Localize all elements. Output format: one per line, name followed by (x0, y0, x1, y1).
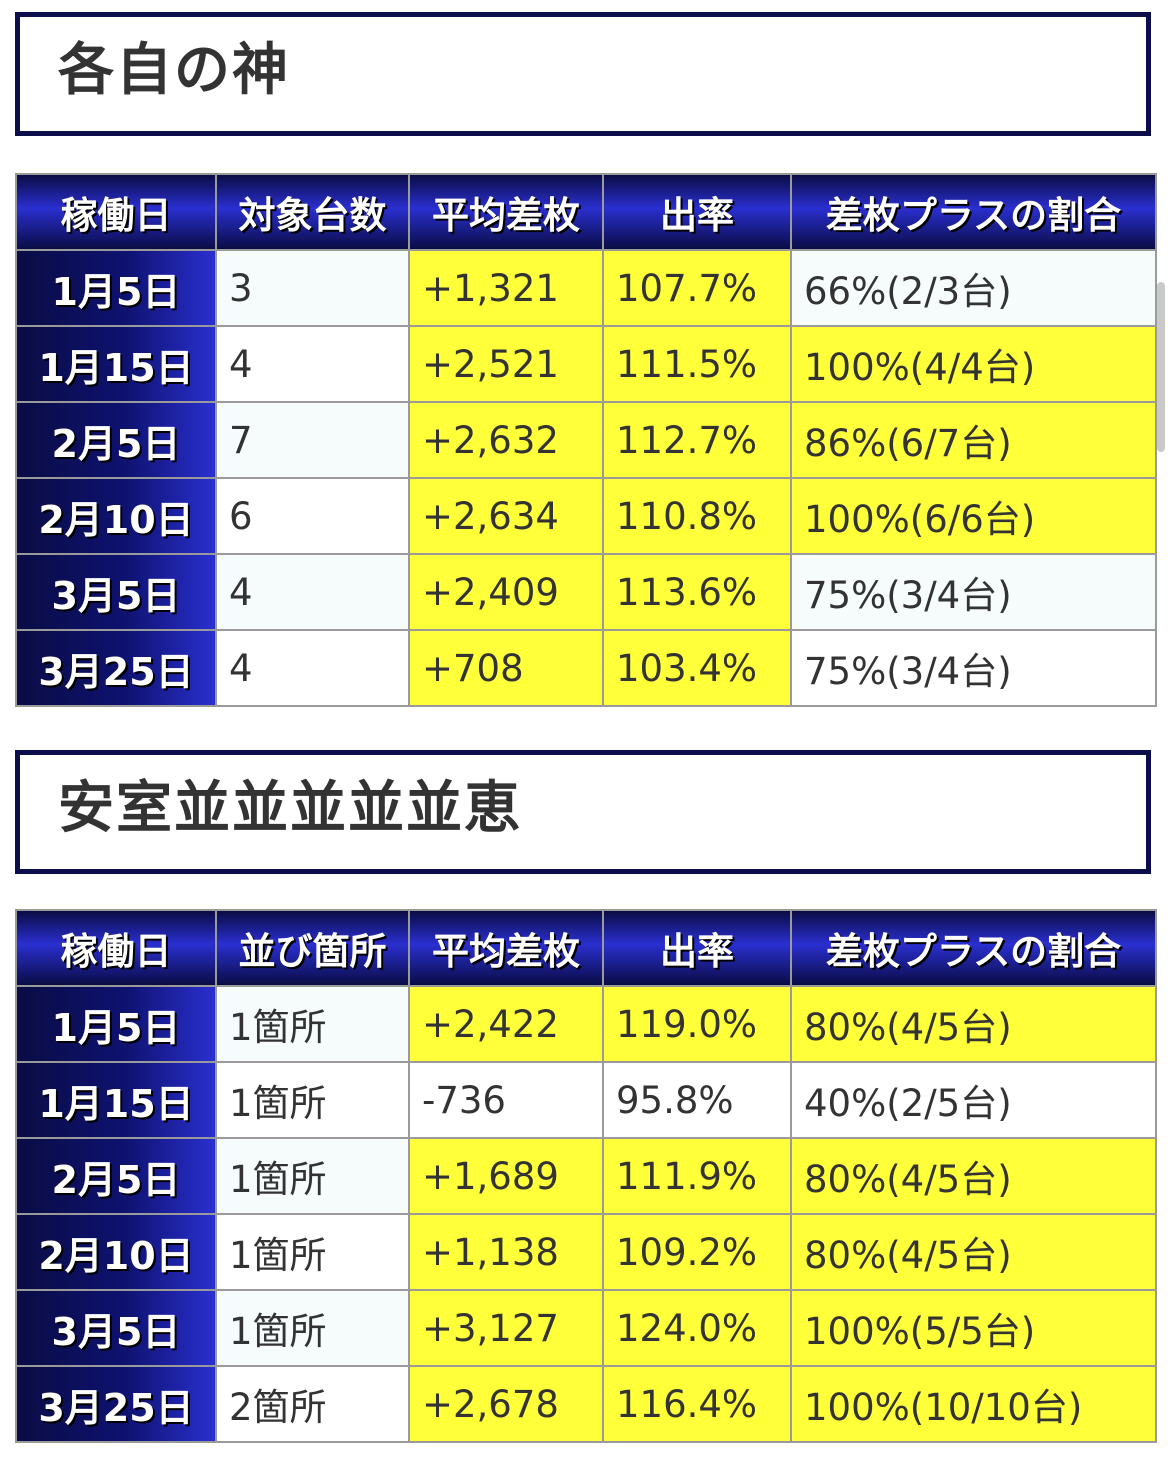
row-date: 3月5日 (15, 1289, 217, 1367)
cell-avg-diff: +3,127 (408, 1289, 604, 1367)
cell-payout-rate: 113.6% (602, 553, 792, 631)
cell-plus-ratio: 100%(10/10台) (790, 1365, 1157, 1443)
row-date: 1月5日 (15, 985, 217, 1063)
header-count: 対象台数 (215, 173, 410, 251)
cell-plus-ratio: 100%(4/4台) (790, 325, 1157, 403)
cell-spots: 1箇所 (215, 1289, 410, 1367)
cell-count: 3 (215, 249, 410, 327)
header-payout-rate: 出率 (602, 909, 792, 987)
cell-avg-diff: +2,634 (408, 477, 604, 555)
cell-count: 4 (215, 325, 410, 403)
table-header-row: 稼働日 対象台数 平均差枚 出率 差枚プラスの割合 (15, 173, 1157, 251)
table-row: 2月5日 1箇所 +1,689 111.9% 80%(4/5台) (15, 1137, 1157, 1215)
cell-payout-rate: 110.8% (602, 477, 792, 555)
table-row: 2月10日 6 +2,634 110.8% 100%(6/6台) (15, 477, 1157, 555)
row-date: 2月10日 (15, 477, 217, 555)
cell-avg-diff: +2,632 (408, 401, 604, 479)
table-row: 1月15日 1箇所 -736 95.8% 40%(2/5台) (15, 1061, 1157, 1139)
table-row: 3月25日 2箇所 +2,678 116.4% 100%(10/10台) (15, 1365, 1157, 1443)
cell-avg-diff: +2,409 (408, 553, 604, 631)
results-table: 稼働日 並び箇所 平均差枚 出率 差枚プラスの割合 1月5日 1箇所 +2,42… (15, 909, 1157, 1443)
header-payout-rate: 出率 (602, 173, 792, 251)
header-date: 稼働日 (15, 173, 217, 251)
row-date: 3月5日 (15, 553, 217, 631)
row-date: 3月25日 (15, 1365, 217, 1443)
header-avg-diff: 平均差枚 (408, 173, 604, 251)
section-title-box: 安室並並並並並恵 (15, 750, 1151, 874)
cell-plus-ratio: 80%(4/5台) (790, 1137, 1157, 1215)
cell-plus-ratio: 100%(6/6台) (790, 477, 1157, 555)
cell-payout-rate: 107.7% (602, 249, 792, 327)
row-date: 1月15日 (15, 325, 217, 403)
header-plus-ratio: 差枚プラスの割合 (790, 173, 1157, 251)
cell-avg-diff: +1,689 (408, 1137, 604, 1215)
table-row: 3月5日 1箇所 +3,127 124.0% 100%(5/5台) (15, 1289, 1157, 1367)
cell-spots: 1箇所 (215, 1213, 410, 1291)
cell-payout-rate: 103.4% (602, 629, 792, 707)
cell-payout-rate: 119.0% (602, 985, 792, 1063)
cell-count: 6 (215, 477, 410, 555)
cell-payout-rate: 111.9% (602, 1137, 792, 1215)
header-spots: 並び箇所 (215, 909, 410, 987)
table-row: 1月5日 1箇所 +2,422 119.0% 80%(4/5台) (15, 985, 1157, 1063)
table-row: 3月25日 4 +708 103.4% 75%(3/4台) (15, 629, 1157, 707)
cell-payout-rate: 109.2% (602, 1213, 792, 1291)
cell-count: 4 (215, 629, 410, 707)
row-date: 2月5日 (15, 401, 217, 479)
cell-payout-rate: 124.0% (602, 1289, 792, 1367)
cell-avg-diff: +1,138 (408, 1213, 604, 1291)
table-row: 2月10日 1箇所 +1,138 109.2% 80%(4/5台) (15, 1213, 1157, 1291)
table-row: 1月15日 4 +2,521 111.5% 100%(4/4台) (15, 325, 1157, 403)
header-avg-diff: 平均差枚 (408, 909, 604, 987)
cell-avg-diff: +708 (408, 629, 604, 707)
cell-plus-ratio: 66%(2/3台) (790, 249, 1157, 327)
scrollbar-thumb[interactable] (1157, 282, 1165, 452)
cell-spots: 2箇所 (215, 1365, 410, 1443)
row-date: 2月10日 (15, 1213, 217, 1291)
cell-avg-diff: -736 (408, 1061, 604, 1139)
cell-payout-rate: 95.8% (602, 1061, 792, 1139)
cell-plus-ratio: 100%(5/5台) (790, 1289, 1157, 1367)
cell-spots: 1箇所 (215, 1061, 410, 1139)
cell-payout-rate: 116.4% (602, 1365, 792, 1443)
cell-spots: 1箇所 (215, 985, 410, 1063)
row-date: 1月15日 (15, 1061, 217, 1139)
cell-avg-diff: +1,321 (408, 249, 604, 327)
cell-count: 4 (215, 553, 410, 631)
cell-plus-ratio: 86%(6/7台) (790, 401, 1157, 479)
table-row: 1月5日 3 +1,321 107.7% 66%(2/3台) (15, 249, 1157, 327)
table-row: 2月5日 7 +2,632 112.7% 86%(6/7台) (15, 401, 1157, 479)
cell-avg-diff: +2,678 (408, 1365, 604, 1443)
cell-payout-rate: 112.7% (602, 401, 792, 479)
cell-plus-ratio: 80%(4/5台) (790, 985, 1157, 1063)
cell-avg-diff: +2,422 (408, 985, 604, 1063)
header-plus-ratio: 差枚プラスの割合 (790, 909, 1157, 987)
section-title: 各自の神 (58, 38, 290, 103)
row-date: 3月25日 (15, 629, 217, 707)
results-table: 稼働日 対象台数 平均差枚 出率 差枚プラスの割合 1月5日 3 +1,321 … (15, 173, 1157, 707)
cell-plus-ratio: 40%(2/5台) (790, 1061, 1157, 1139)
cell-spots: 1箇所 (215, 1137, 410, 1215)
cell-plus-ratio: 75%(3/4台) (790, 553, 1157, 631)
table-header-row: 稼働日 並び箇所 平均差枚 出率 差枚プラスの割合 (15, 909, 1157, 987)
cell-plus-ratio: 80%(4/5台) (790, 1213, 1157, 1291)
header-date: 稼働日 (15, 909, 217, 987)
cell-avg-diff: +2,521 (408, 325, 604, 403)
section-title-box: 各自の神 (15, 12, 1151, 136)
row-date: 2月5日 (15, 1137, 217, 1215)
cell-payout-rate: 111.5% (602, 325, 792, 403)
row-date: 1月5日 (15, 249, 217, 327)
cell-count: 7 (215, 401, 410, 479)
cell-plus-ratio: 75%(3/4台) (790, 629, 1157, 707)
table-row: 3月5日 4 +2,409 113.6% 75%(3/4台) (15, 553, 1157, 631)
section-title: 安室並並並並並恵 (58, 776, 522, 841)
